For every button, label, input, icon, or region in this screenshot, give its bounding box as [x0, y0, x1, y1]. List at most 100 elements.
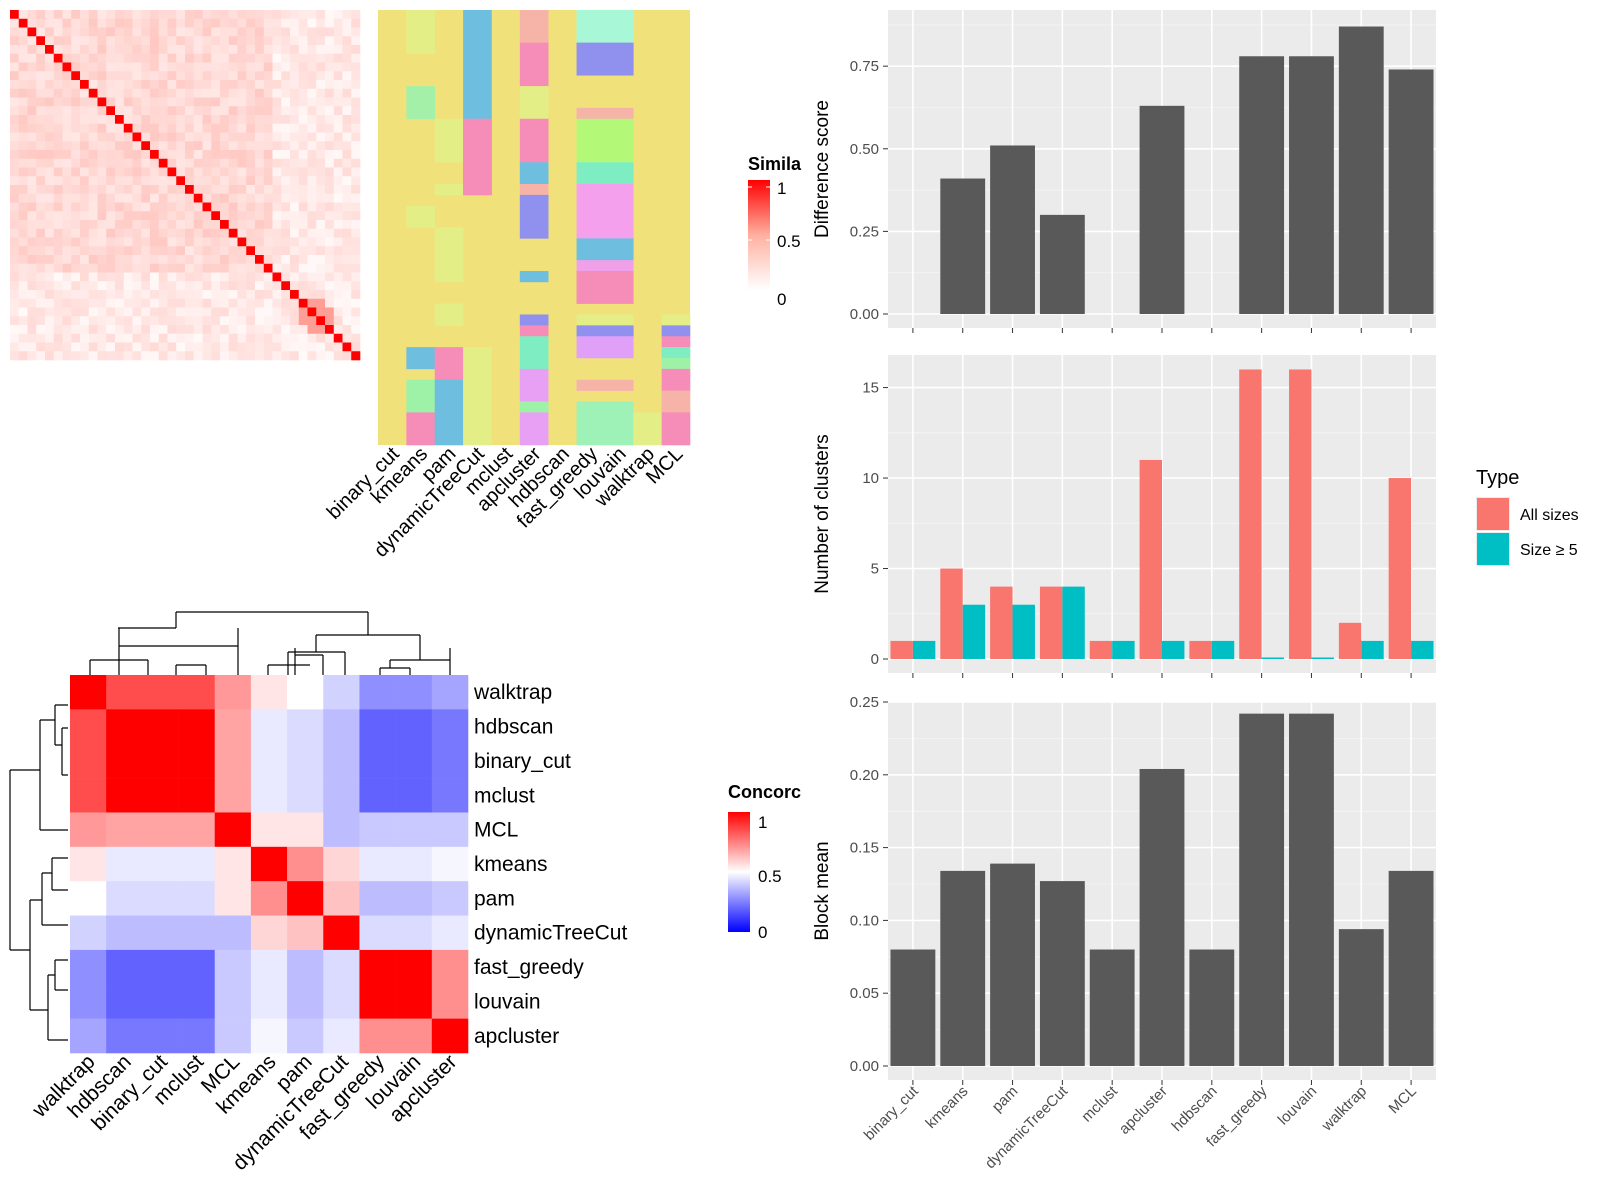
similarity-cell [316, 325, 326, 335]
similarity-cell [158, 211, 168, 221]
similarity-cell [342, 53, 352, 63]
similarity-cell [272, 228, 282, 238]
similarity-cell [290, 316, 300, 326]
similarity-cell [211, 237, 221, 247]
similarity-cell [132, 132, 142, 142]
similarity-cell [88, 185, 98, 195]
similarity-cell [333, 53, 343, 63]
similarity-cell [150, 106, 160, 116]
similarity-cell [193, 202, 203, 212]
similarity-cell [185, 115, 195, 125]
concordance-cell [214, 915, 252, 951]
similarity-cell [228, 255, 238, 265]
similarity-cell [316, 316, 326, 326]
similarity-cell [333, 80, 343, 90]
similarity-cell [62, 298, 72, 308]
similarity-cell [123, 123, 133, 133]
similarity-cell [141, 18, 151, 28]
similarity-cell [10, 62, 20, 72]
similarity-cell [71, 202, 81, 212]
similarity-cell [263, 220, 273, 230]
similarity-cell [307, 167, 317, 177]
similarity-cell [176, 132, 186, 142]
similarity-cell [228, 150, 238, 160]
similarity-cell [167, 158, 177, 168]
similarity-cell [342, 45, 352, 55]
similarity-cell [115, 36, 125, 46]
similarity-cell [333, 272, 343, 282]
similarity-cell [123, 158, 133, 168]
similarity-cell [202, 141, 212, 151]
similarity-cell [176, 97, 186, 107]
similarity-cell [80, 167, 90, 177]
similarity-cell [246, 80, 256, 90]
similarity-cell [27, 150, 37, 160]
similarity-cell [176, 10, 186, 20]
concordance-row-label: fast_greedy [474, 956, 584, 979]
similarity-cell [193, 10, 203, 20]
similarity-cell [351, 141, 361, 151]
similarity-cell [255, 202, 265, 212]
similarity-cell [316, 263, 326, 273]
similarity-cell [36, 298, 46, 308]
similarity-cell [36, 62, 46, 72]
similarity-cell [211, 228, 221, 238]
similarity-cell [132, 71, 142, 81]
similarity-cell [272, 150, 282, 160]
concordance-cell [431, 1018, 469, 1054]
concordance-cell [142, 1018, 179, 1054]
concordance-cell [106, 812, 143, 848]
similarity-cell [176, 71, 186, 81]
similarity-cell [272, 88, 282, 98]
similarity-cell [132, 298, 142, 308]
similarity-cell [167, 27, 177, 37]
similarity-cell [97, 237, 107, 247]
similarity-cell [71, 132, 81, 142]
similarity-cell [281, 220, 291, 230]
similarity-cell [18, 211, 28, 221]
similarity-cell [97, 246, 107, 256]
similarity-cell [220, 237, 230, 247]
similarity-cell [246, 298, 256, 308]
similarity-cell [351, 115, 361, 125]
similarity-cell [36, 272, 46, 282]
similarity-cell [202, 281, 212, 291]
similarity-cell [150, 71, 160, 81]
similarity-cell [255, 228, 265, 238]
similarity-cell [36, 158, 46, 168]
similarity-cell [53, 88, 63, 98]
similarity-cell [263, 202, 273, 212]
similarity-cell [141, 298, 151, 308]
similarity-cell [18, 185, 28, 195]
similarity-cell [71, 123, 81, 133]
similarity-cell [10, 115, 20, 125]
similarity-cell [307, 185, 317, 195]
similarity-cell [115, 158, 125, 168]
similarity-cell [167, 10, 177, 20]
similarity-cell [193, 132, 203, 142]
similarity-cell [123, 202, 133, 212]
similarity-cell [141, 316, 151, 326]
similarity-cell [272, 132, 282, 142]
similarity-cell [150, 10, 160, 20]
similarity-cell [281, 45, 291, 55]
class-cell [519, 118, 549, 163]
similarity-cell [141, 255, 151, 265]
similarity-cell [307, 246, 317, 256]
similarity-cell [272, 272, 282, 282]
bar [1338, 26, 1384, 315]
similarity-cell [123, 36, 133, 46]
similarity-cell [316, 132, 326, 142]
similarity-cell [71, 333, 81, 343]
concordance-cell [359, 675, 396, 710]
similarity-cell [246, 307, 256, 317]
similarity-cell [298, 45, 308, 55]
similarity-cell [71, 115, 81, 125]
similarity-cell [36, 10, 46, 20]
similarity-cell [88, 281, 98, 291]
similarity-cell [193, 263, 203, 273]
similarity-cell [220, 71, 230, 81]
similarity-cell [176, 263, 186, 273]
similarity-cell [45, 281, 55, 291]
similarity-cell [10, 71, 20, 81]
